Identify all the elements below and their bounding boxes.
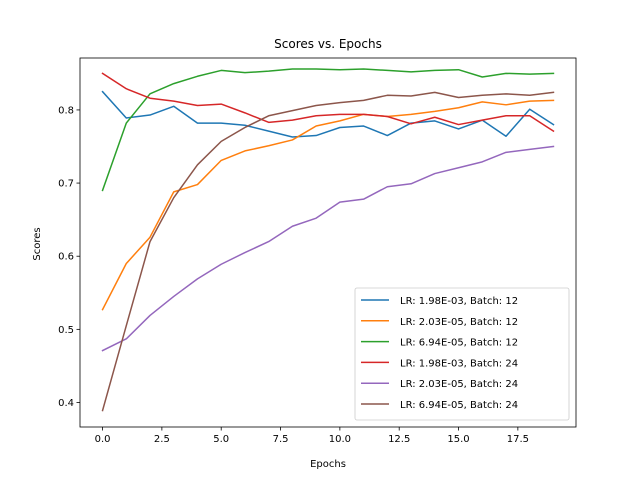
series-line-5 [101,145,555,352]
x-tick-label: 2.5 [154,434,170,445]
legend-label-6: LR: 6.94E-05, Batch: 24 [400,400,518,411]
x-tick-label: 7.5 [273,434,289,445]
x-tick-label: 10.0 [329,434,351,445]
x-tick-label: 17.5 [507,434,529,445]
x-tick-label: 5.0 [213,434,229,445]
legend-label-3: LR: 6.94E-05, Batch: 12 [400,338,518,349]
series-line-4 [101,72,555,133]
plot-area: 0.0 2.5 5.0 7.5 10.0 12.5 15.0 17.5 0.4 0.5 0.6 0.7… [58,57,577,445]
legend-box [354,287,570,421]
legend: LR: 1.98E-03, Batch: 12 LR: 2.03E-05, Bat… [354,287,570,421]
legend-label-2: LR: 2.03E-05, Batch: 12 [400,317,518,328]
y-tick-label: 0.5 [58,325,74,336]
y-axis-label: Scores [32,227,43,260]
x-tick-label: 12.5 [388,434,410,445]
x-tick-label: 0.0 [95,434,111,445]
series-line-3 [101,68,555,192]
axes-frame [79,57,577,428]
x-tick-label: 15.0 [447,434,469,445]
y-tick-label: 0.8 [58,105,74,116]
legend-label-4: LR: 1.98E-03, Batch: 24 [400,358,518,369]
y-tick-label: 0.4 [58,398,74,409]
chart-title: Scores vs. Epochs [274,37,382,51]
y-tick-label: 0.6 [58,252,74,263]
series-line-2 [101,99,555,311]
x-axis-label: Epochs [310,459,346,470]
series-line-6 [101,91,555,412]
legend-label-1: LR: 1.98E-03, Batch: 12 [400,296,518,307]
legend-label-5: LR: 2.03E-05, Batch: 24 [400,379,518,390]
y-tick-label: 0.7 [58,179,74,190]
